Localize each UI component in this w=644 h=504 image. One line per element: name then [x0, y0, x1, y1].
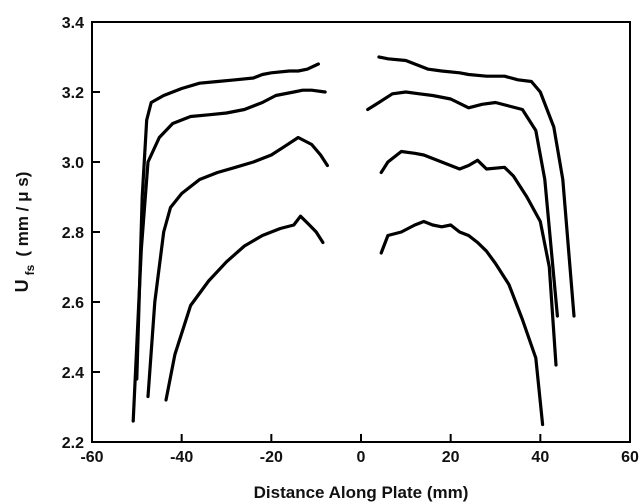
x-tick-label: -20 — [260, 449, 283, 466]
series-3-line-right — [379, 149, 558, 367]
y-tick-label: 3.2 — [62, 85, 84, 102]
series-3-line-left — [146, 135, 329, 399]
x-axis-ticks: -60 -40 -20 0 20 40 60 — [80, 434, 639, 466]
y-axis-title-units: ( mm / μ s) — [13, 172, 32, 257]
series-4-line-right — [379, 219, 545, 427]
series-1-line-left — [135, 62, 320, 381]
x-tick-label: 40 — [531, 449, 549, 466]
series-layer — [131, 55, 576, 427]
series-2-line-left — [131, 88, 327, 423]
series-1-line-right — [377, 55, 576, 318]
y-axis-title: U fs ( mm / μ s) — [12, 172, 38, 293]
x-tick-label: 60 — [621, 449, 639, 466]
y-tick-label: 3.0 — [62, 155, 84, 172]
y-tick-label: 2.2 — [62, 435, 84, 452]
x-tick-label: 20 — [442, 449, 460, 466]
y-tick-label: 2.8 — [62, 225, 84, 242]
y-tick-label: 3.4 — [62, 15, 84, 32]
y-axis-title-subscript: fs — [23, 264, 37, 275]
series-2-line-right — [366, 90, 560, 318]
x-axis-title: Distance Along Plate (mm) — [254, 483, 469, 502]
y-axis-title-main: U — [12, 279, 32, 292]
x-tick-label: -40 — [170, 449, 193, 466]
y-tick-label: 2.6 — [62, 295, 84, 312]
y-axis-ticks: 2.2 2.4 2.6 2.8 3.0 3.2 3.4 — [62, 15, 100, 452]
x-tick-label: 0 — [357, 449, 366, 466]
svg-text:U fs ( mm / μ s): U fs ( mm / μ s) — [12, 172, 38, 293]
x-tick-label: -60 — [80, 449, 103, 466]
series-4-line-left — [164, 214, 325, 402]
y-tick-label: 2.4 — [62, 365, 84, 382]
